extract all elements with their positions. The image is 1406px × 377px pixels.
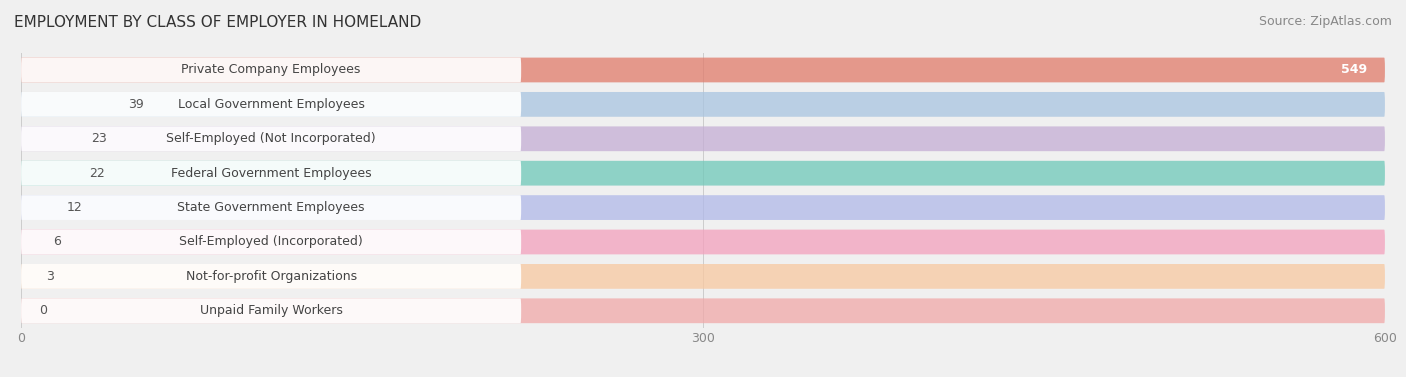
FancyBboxPatch shape xyxy=(21,230,522,254)
Text: 12: 12 xyxy=(66,201,83,214)
FancyBboxPatch shape xyxy=(21,299,1385,323)
Text: Private Company Employees: Private Company Employees xyxy=(181,63,361,77)
Text: 23: 23 xyxy=(91,132,107,145)
FancyBboxPatch shape xyxy=(21,92,522,117)
Text: Unpaid Family Workers: Unpaid Family Workers xyxy=(200,304,343,317)
Text: Source: ZipAtlas.com: Source: ZipAtlas.com xyxy=(1258,15,1392,28)
Text: 0: 0 xyxy=(39,304,48,317)
FancyBboxPatch shape xyxy=(21,126,522,151)
Text: Self-Employed (Not Incorporated): Self-Employed (Not Incorporated) xyxy=(166,132,375,145)
Text: Self-Employed (Incorporated): Self-Employed (Incorporated) xyxy=(179,236,363,248)
Text: Local Government Employees: Local Government Employees xyxy=(177,98,364,111)
Text: EMPLOYMENT BY CLASS OF EMPLOYER IN HOMELAND: EMPLOYMENT BY CLASS OF EMPLOYER IN HOMEL… xyxy=(14,15,422,30)
Text: 6: 6 xyxy=(53,236,60,248)
FancyBboxPatch shape xyxy=(21,264,522,289)
Text: 549: 549 xyxy=(1340,63,1367,77)
FancyBboxPatch shape xyxy=(21,230,1385,254)
Text: Federal Government Employees: Federal Government Employees xyxy=(170,167,371,180)
FancyBboxPatch shape xyxy=(21,195,1385,220)
FancyBboxPatch shape xyxy=(21,161,522,185)
FancyBboxPatch shape xyxy=(21,299,522,323)
FancyBboxPatch shape xyxy=(21,58,522,82)
Text: Not-for-profit Organizations: Not-for-profit Organizations xyxy=(186,270,357,283)
FancyBboxPatch shape xyxy=(21,58,1385,82)
Text: 22: 22 xyxy=(90,167,105,180)
Text: 3: 3 xyxy=(46,270,53,283)
FancyBboxPatch shape xyxy=(21,92,1385,117)
FancyBboxPatch shape xyxy=(21,195,522,220)
FancyBboxPatch shape xyxy=(21,126,1385,151)
FancyBboxPatch shape xyxy=(21,264,1385,289)
Text: 39: 39 xyxy=(128,98,143,111)
FancyBboxPatch shape xyxy=(21,161,1385,185)
Text: State Government Employees: State Government Employees xyxy=(177,201,366,214)
